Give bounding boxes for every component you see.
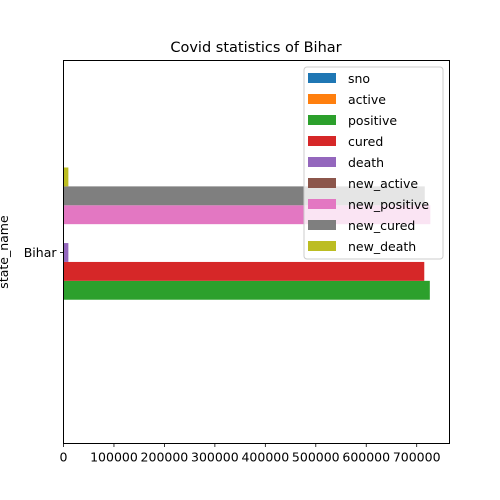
y-tick-label: Bihar [24, 245, 58, 260]
legend-swatch-cured [308, 136, 336, 146]
legend-swatch-new-active [308, 178, 336, 188]
x-tick-label: 0 [60, 450, 68, 465]
x-tick-label: 500000 [292, 450, 340, 465]
legend-swatch-death [308, 157, 336, 167]
x-tick-label: 600000 [342, 450, 390, 465]
legend-label-new-death: new_death [348, 239, 416, 254]
legend-swatch-active [308, 94, 336, 104]
x-tick-label: 300000 [191, 450, 239, 465]
x-tick-label: 700000 [393, 450, 441, 465]
legend-label-positive: positive [348, 113, 397, 128]
y-ticks: Bihar [24, 245, 64, 260]
legend-swatch-sno [308, 73, 336, 83]
plot-frame [63, 60, 450, 444]
x-ticks: 0 100000 200000 300000 400000 500000 600000 700… [60, 443, 441, 465]
legend-frame [303, 66, 444, 260]
legend-label-new-cured: new_cured [348, 218, 415, 233]
legend-label-active: active [348, 92, 386, 107]
legend-label-new-active: new_active [348, 176, 418, 191]
legend-label-sno: sno [348, 71, 370, 86]
legend-label-death: death [348, 155, 384, 170]
legend: sno active positive cured death new_activenew… [303, 66, 444, 260]
bar-cured [63, 261, 425, 281]
legend-label-cured: cured [348, 134, 383, 149]
bar-new-death [63, 167, 69, 187]
legend-swatch-new-cured [308, 220, 336, 230]
x-tick-label: 200000 [141, 450, 189, 465]
y-axis-label: state_name [0, 215, 11, 289]
bar-positive [63, 280, 430, 300]
legend-swatch-positive [308, 115, 336, 125]
bar-death [63, 243, 69, 262]
x-tick-label: 400000 [241, 450, 289, 465]
legend-swatch-new-death [308, 241, 336, 251]
x-tick-label: 100000 [90, 450, 138, 465]
legend-swatch-new-positive [308, 199, 336, 209]
chart-title: Covid statistics of Bihar [170, 40, 341, 56]
legend-label-new-positive: new_positive [348, 197, 429, 212]
